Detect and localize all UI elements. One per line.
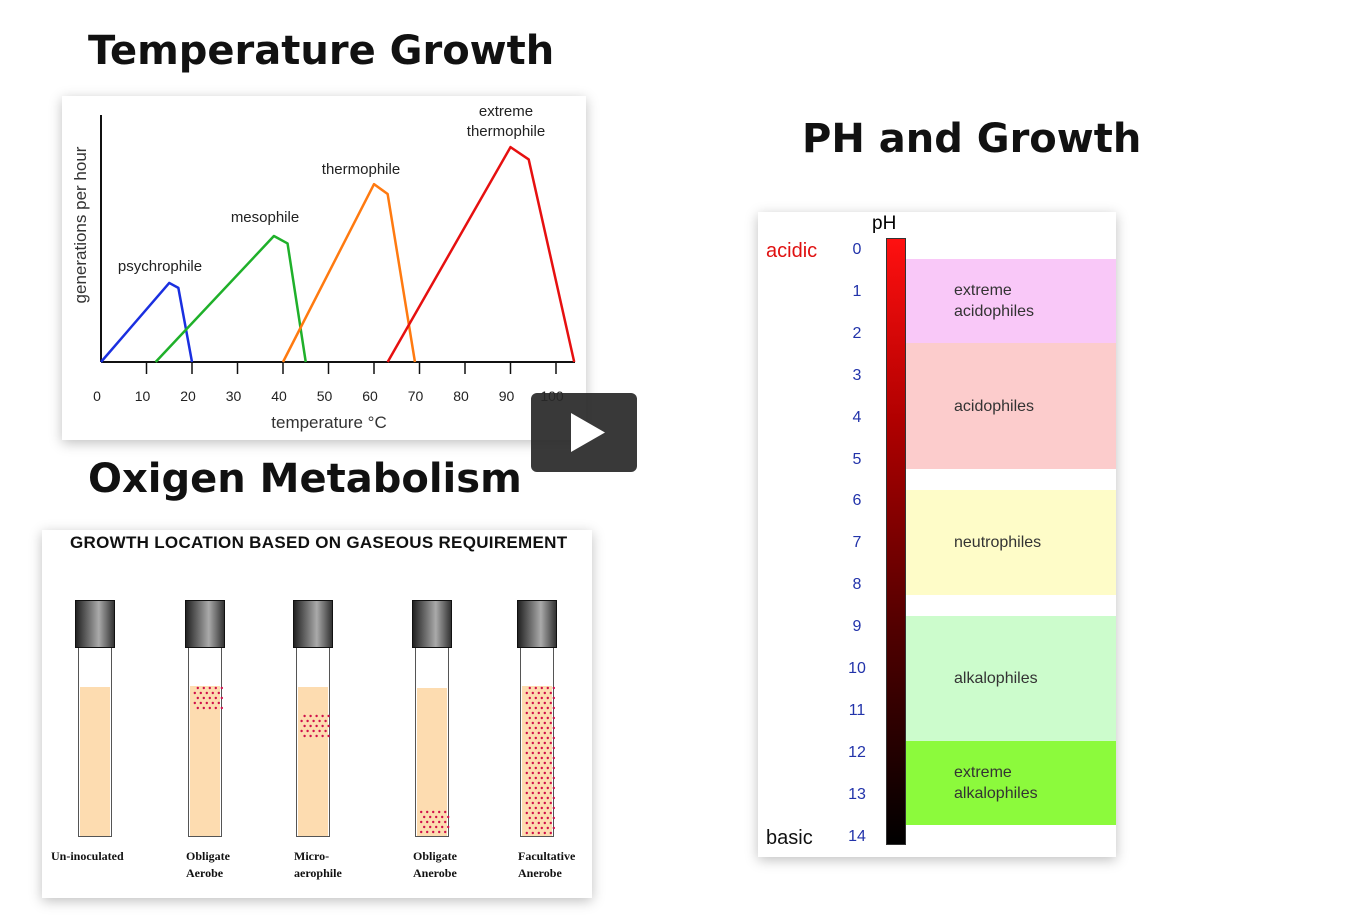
test-tube — [75, 600, 115, 840]
ph-number: 6 — [852, 492, 862, 510]
oxygen-metabolism-title: Oxigen Metabolism — [88, 456, 522, 502]
x-tick-label: 30 — [226, 388, 242, 404]
x-tick-label: 60 — [362, 388, 378, 404]
ph-gradient-bar — [886, 238, 906, 845]
x-tick-label: 80 — [453, 388, 469, 404]
tube-cap — [517, 600, 557, 648]
ph-number: 4 — [852, 408, 862, 426]
oxygen-header: GROWTH LOCATION BASED ON GASEOUS REQUIRE… — [70, 533, 568, 552]
temperature-chart-card — [62, 96, 586, 440]
tube-cap — [75, 600, 115, 648]
tube-medium — [522, 686, 552, 836]
ph-band: extreme acidophiles — [906, 259, 1116, 344]
ph-number: 8 — [852, 576, 862, 594]
ph-number: 1 — [852, 282, 862, 300]
ph-number: 9 — [852, 618, 862, 636]
acidic-label: acidic — [766, 240, 818, 262]
series-label: extreme — [479, 103, 533, 120]
tube-medium — [190, 686, 220, 836]
series-line-psychrophile — [100, 281, 194, 363]
test-tube — [517, 600, 557, 840]
tube-medium — [80, 687, 110, 836]
ph-number: 2 — [852, 324, 862, 342]
x-tick-label: 20 — [180, 388, 196, 404]
x-tick-label: 10 — [135, 388, 151, 404]
ph-band: extreme alkalophiles — [906, 741, 1116, 826]
growth-dots — [525, 686, 555, 835]
ph-number: 12 — [848, 743, 866, 761]
x-tick-label: 0 — [93, 388, 101, 404]
tube-label: Obligate Anerobe — [413, 849, 457, 880]
ph-band: neutrophiles — [906, 489, 1116, 595]
growth-dots — [420, 810, 450, 834]
ph-number: 10 — [848, 660, 866, 677]
x-tick-label: 40 — [271, 388, 287, 404]
ph-number: 11 — [848, 701, 866, 719]
tube-label: Facultative Anerobe — [518, 849, 576, 880]
series-label: psychrophile — [118, 258, 202, 275]
ph-number: 5 — [852, 450, 862, 468]
ph-title: PH and Growth — [802, 116, 1142, 162]
test-tube — [293, 600, 333, 840]
growth-dots — [300, 714, 330, 738]
series-line-extreme-thermophile — [386, 145, 576, 363]
test-tube — [412, 600, 452, 840]
ph-number: 13 — [848, 785, 866, 803]
ph-band: alkalophiles — [906, 615, 1116, 742]
temperature-growth-title: Temperature Growth — [88, 28, 555, 74]
tube-medium — [298, 687, 328, 836]
ph-number: 3 — [852, 366, 862, 384]
ph-band: acidophiles — [906, 343, 1116, 469]
x-tick-label: 70 — [408, 388, 424, 404]
tube-cap — [185, 600, 225, 648]
play-icon — [571, 413, 605, 452]
x-axis-label: temperature °C — [271, 413, 386, 432]
x-tick-label: 50 — [317, 388, 333, 404]
tube-label: Micro- aerophile — [294, 849, 342, 880]
test-tube — [185, 600, 225, 840]
x-tick-label: 90 — [499, 388, 515, 404]
growth-dots — [193, 686, 223, 710]
series-line-mesophile — [154, 234, 307, 363]
play-button[interactable] — [531, 393, 637, 472]
ph-number: 0 — [852, 241, 862, 258]
ph-number: 7 — [852, 534, 862, 552]
tube-cap — [293, 600, 333, 648]
tube-label: Obligate Aerobe — [186, 849, 230, 880]
series-line-thermophile — [281, 182, 417, 363]
ph-axis-label: pH — [872, 213, 897, 234]
series-label: mesophile — [231, 209, 299, 226]
tube-label: Un-inoculated — [51, 849, 124, 863]
y-axis-label: generations per hour — [71, 146, 90, 303]
tube-cap — [412, 600, 452, 648]
series-label: thermophile — [322, 161, 400, 178]
series-label: thermophile — [467, 123, 545, 140]
temperature-chart: 0102030405060708090100temperature °Cgene… — [71, 103, 576, 432]
ph-number: 14 — [848, 827, 866, 845]
basic-label: basic — [766, 827, 813, 849]
